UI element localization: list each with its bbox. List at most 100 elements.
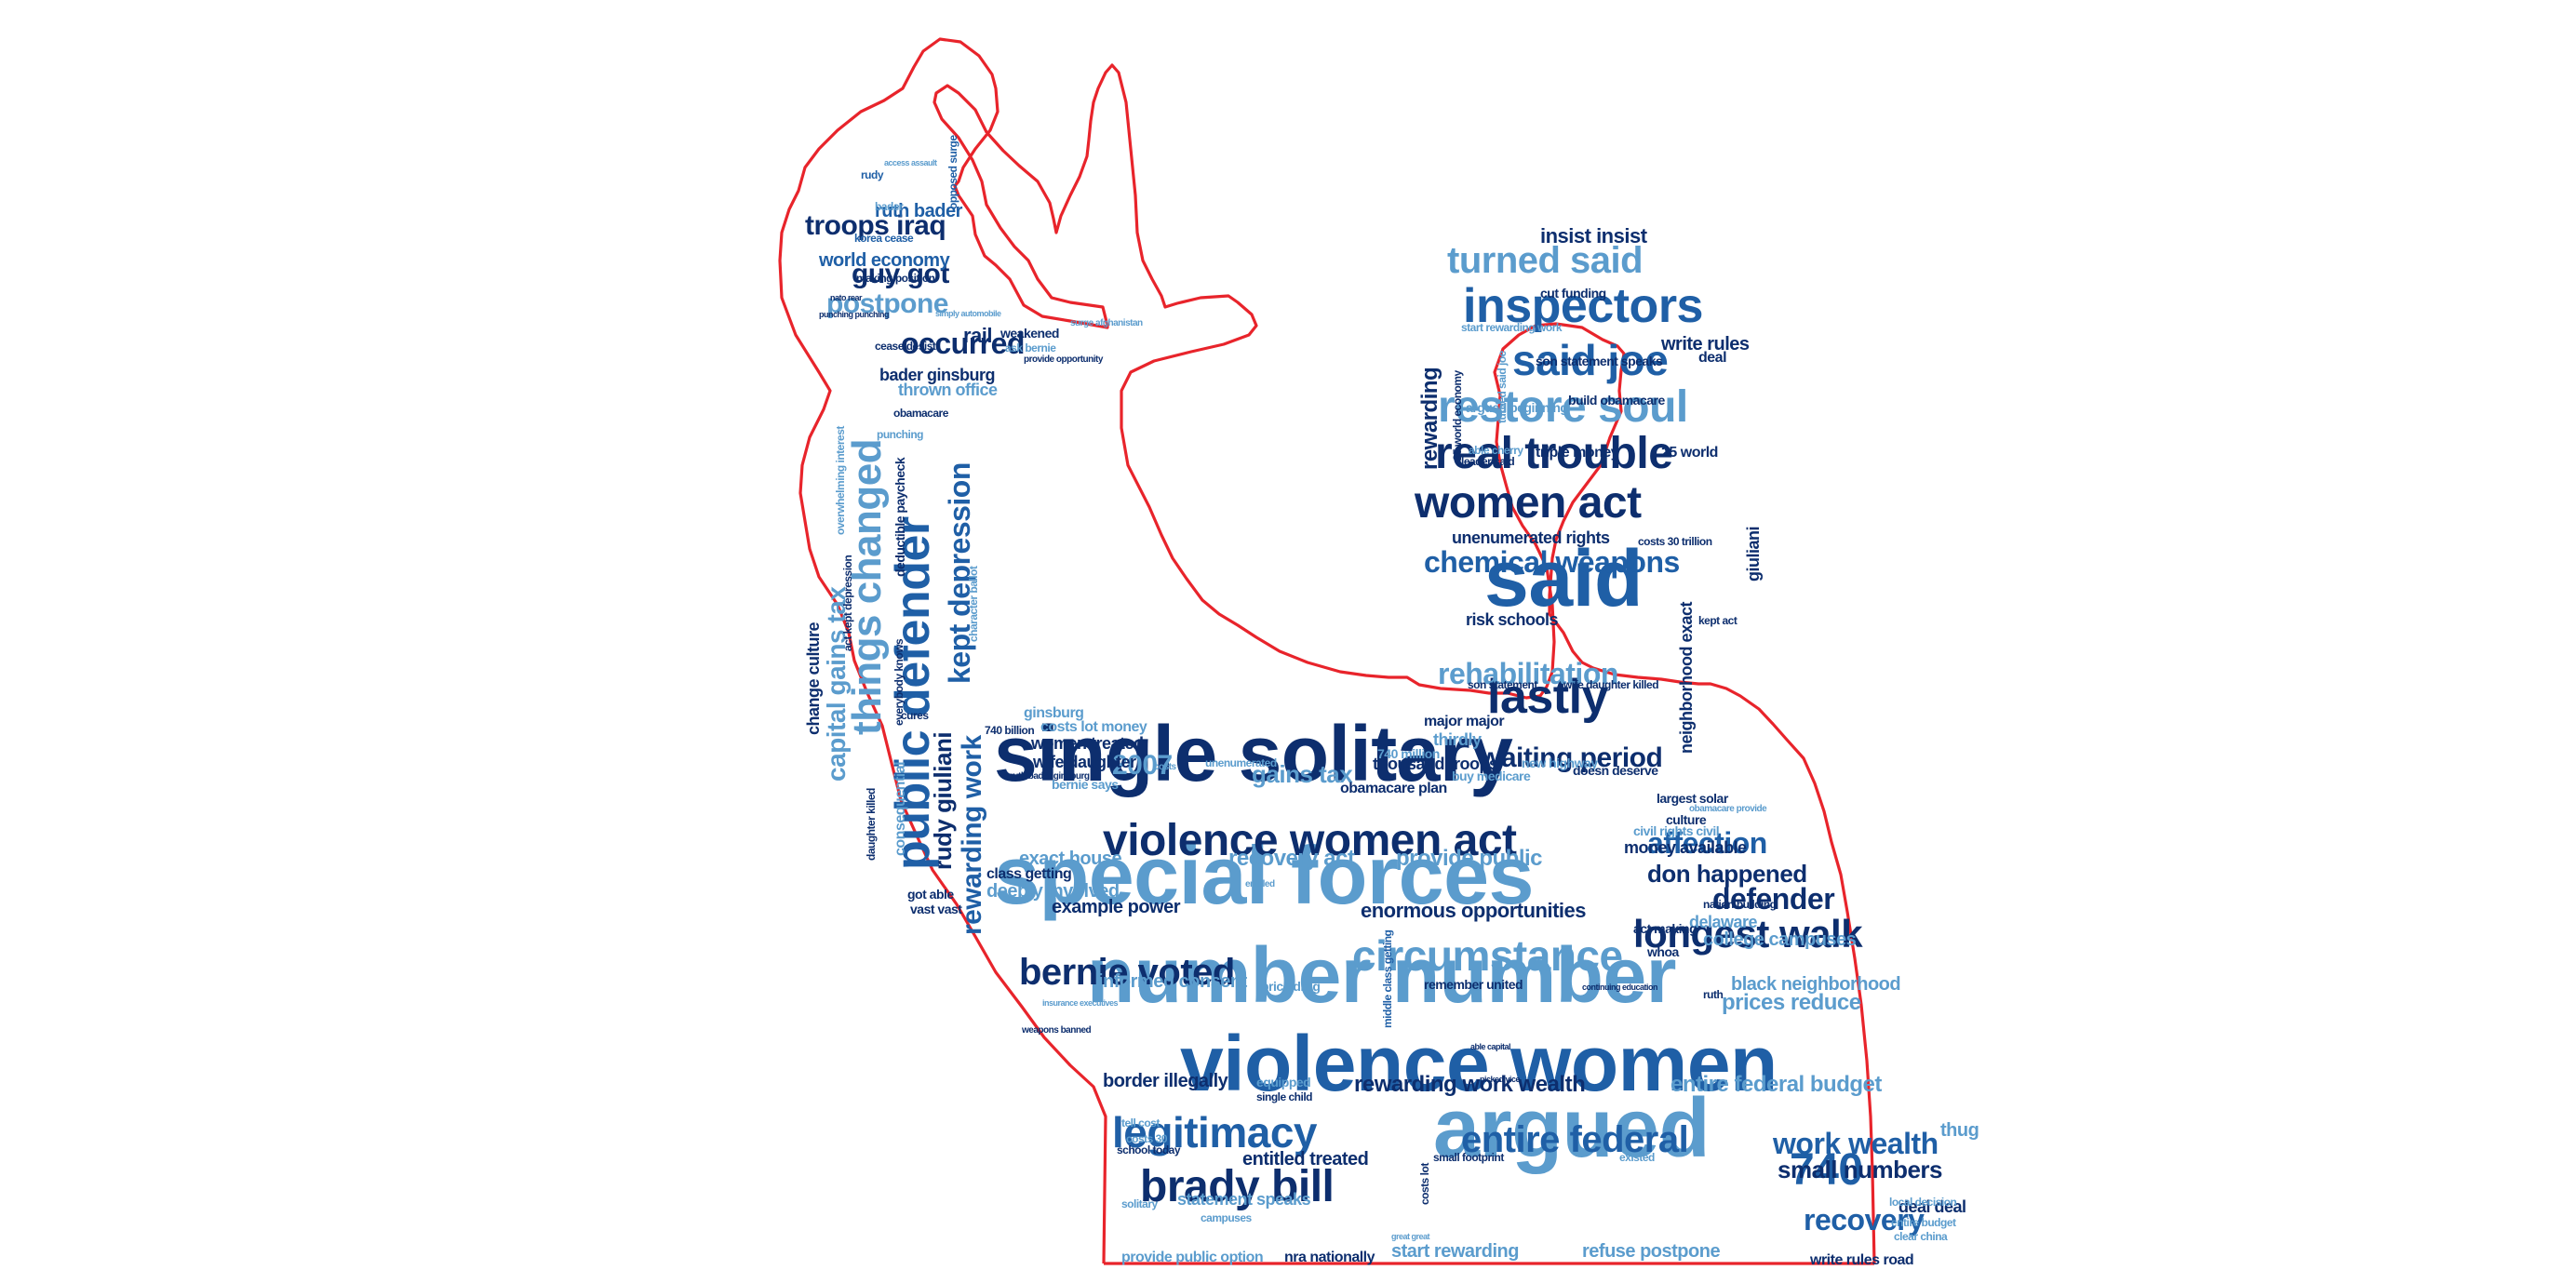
cloud-word: rewarding work: [957, 735, 987, 935]
cloud-word: class getting: [986, 866, 1072, 882]
cloud-word: college campuses: [1703, 929, 1857, 950]
cloud-word: solitary: [1121, 1197, 1158, 1210]
cloud-word: costs 30 trillion: [1638, 535, 1712, 548]
cloud-word: violence women: [1180, 1020, 1778, 1107]
cloud-word: 740 billion: [985, 724, 1035, 737]
cloud-word: waiting period: [1480, 742, 1663, 773]
cloud-word: wife daughter killed: [1563, 678, 1659, 691]
cloud-word: deal deal: [1898, 1197, 1966, 1216]
cloud-word: affection: [1647, 826, 1767, 860]
cloud-word: opposed surge: [946, 135, 959, 209]
cloud-word: nation building: [1703, 898, 1777, 911]
cloud-word: rewarding work wealth: [1354, 1072, 1586, 1097]
cloud-word: ginsburg: [1024, 705, 1084, 721]
cloud-word: existed: [1619, 1151, 1655, 1164]
cloud-word: daughter killed: [865, 788, 878, 861]
cloud-word: entire federal: [1461, 1119, 1689, 1160]
cloud-word: women act: [1415, 478, 1642, 528]
cloud-word: 740: [1790, 1145, 1863, 1195]
cloud-word: insurance executives: [1042, 998, 1119, 1008]
cloud-word: wife daughter: [1033, 753, 1136, 771]
cloud-word: equipped: [1256, 1075, 1311, 1090]
cloud-word: rudy: [861, 168, 884, 181]
cloud-word: able cherry: [1469, 444, 1523, 457]
cloud-word: said joe: [1512, 336, 1669, 384]
cloud-word: risk schools: [1466, 610, 1559, 629]
cloud-word: thrown office: [898, 381, 998, 399]
cloud-word: write rules road: [1810, 1252, 1914, 1268]
cloud-word: act making: [1633, 921, 1697, 936]
cloud-word: major major: [1424, 714, 1505, 729]
cloud-word: prices reduce: [1722, 990, 1861, 1015]
cloud-word: obamacare plan: [1340, 781, 1447, 796]
cloud-word: bader: [875, 200, 904, 213]
cloud-word: unenumerated rights: [1452, 528, 1610, 547]
cloud-word: cut funding: [1540, 286, 1606, 301]
cloud-word: making position: [856, 272, 935, 285]
cloud-word: women treated: [1031, 734, 1144, 753]
cloud-word: chemical weapons: [1424, 545, 1680, 579]
cloud-word: 25 world: [1661, 445, 1718, 461]
cloud-word: single child: [1256, 1090, 1313, 1103]
cloud-word: weapons banned: [1022, 1025, 1092, 1036]
cloud-word: kept act: [1698, 614, 1737, 627]
cloud-word: entitled: [1245, 879, 1275, 889]
cloud-word: punching: [877, 428, 924, 441]
cloud-word: simply automobile: [935, 309, 1001, 318]
cloud-word: act kept depression: [841, 555, 854, 651]
cloud-word: cease desist: [875, 340, 936, 353]
cloud-word: ruth bader: [875, 201, 962, 221]
cloud-word: surge afghanistan: [1070, 318, 1143, 328]
cloud-word: school today: [1117, 1143, 1181, 1156]
cloud-word: weakened: [1000, 326, 1059, 341]
cloud-word: consequential: [892, 761, 908, 856]
cloud-word: rudy giuliani: [929, 731, 957, 870]
cloud-word: world economy: [819, 250, 950, 271]
cloud-word: deeply involved: [986, 881, 1120, 902]
cloud-word: continuing education: [1582, 983, 1658, 992]
cloud-word: 25 world economy: [1451, 370, 1464, 461]
cloud-word: recovery act: [1228, 846, 1355, 871]
cloud-word: obamacare provide: [1689, 804, 1767, 814]
cloud-word: new highway: [1522, 755, 1598, 770]
cloud-word: thirdly: [1433, 730, 1482, 749]
cloud-word: work wealth: [1773, 1127, 1939, 1160]
cloud-word: whoa: [1647, 944, 1679, 959]
cloud-word: price drug: [1261, 979, 1321, 994]
cloud-word: culture: [1666, 812, 1707, 827]
cloud-word: cures: [901, 709, 929, 722]
cloud-word: great great: [1391, 1232, 1430, 1241]
cloud-word: don happened: [1647, 860, 1807, 888]
cloud-word: turned said joe: [1496, 351, 1509, 423]
cloud-word: deal: [1698, 350, 1727, 366]
cloud-word: obamacare: [893, 407, 948, 420]
cloud-word: neighborhood exact: [1677, 601, 1696, 754]
cloud-word: restore soul: [1438, 382, 1688, 432]
cloud-word: costs lot money: [1040, 719, 1147, 735]
cloud-word: remember united: [1424, 977, 1523, 992]
cloud-word: got able: [907, 887, 954, 902]
cloud-word: insist insist: [1540, 224, 1647, 247]
cloud-word: refuse postpone: [1582, 1241, 1721, 1262]
cloud-word: bader ginsburg: [879, 366, 996, 384]
cloud-word: circumstance: [1352, 931, 1623, 980]
cloud-word: single solitary: [994, 710, 1513, 797]
cloud-word: inspectors: [1463, 279, 1703, 333]
cloud-word: able capital: [1470, 1042, 1511, 1051]
cloud-word: enormous opportunities: [1361, 899, 1587, 922]
cloud-word: character ballot: [967, 566, 980, 642]
cloud-word: provide public: [1396, 846, 1543, 871]
cloud-word: unenumerated: [1205, 756, 1277, 769]
cloud-word: ruth: [1703, 988, 1724, 1001]
cloud-word: triple money: [1536, 445, 1619, 461]
cloud-word: argued beginning: [1466, 400, 1568, 415]
cloud-word: buy medicare: [1452, 769, 1531, 783]
cloud-word: gains tax: [1252, 760, 1353, 788]
cloud-word: nra nationally: [1284, 1250, 1375, 1265]
cloud-word: rewarding: [1417, 367, 1442, 470]
cloud-word: vast vast: [910, 902, 962, 916]
cloud-word: start rewarding: [1391, 1241, 1519, 1262]
cloud-word: 740 million: [1377, 746, 1440, 761]
cloud-word: largest solar: [1657, 791, 1728, 806]
